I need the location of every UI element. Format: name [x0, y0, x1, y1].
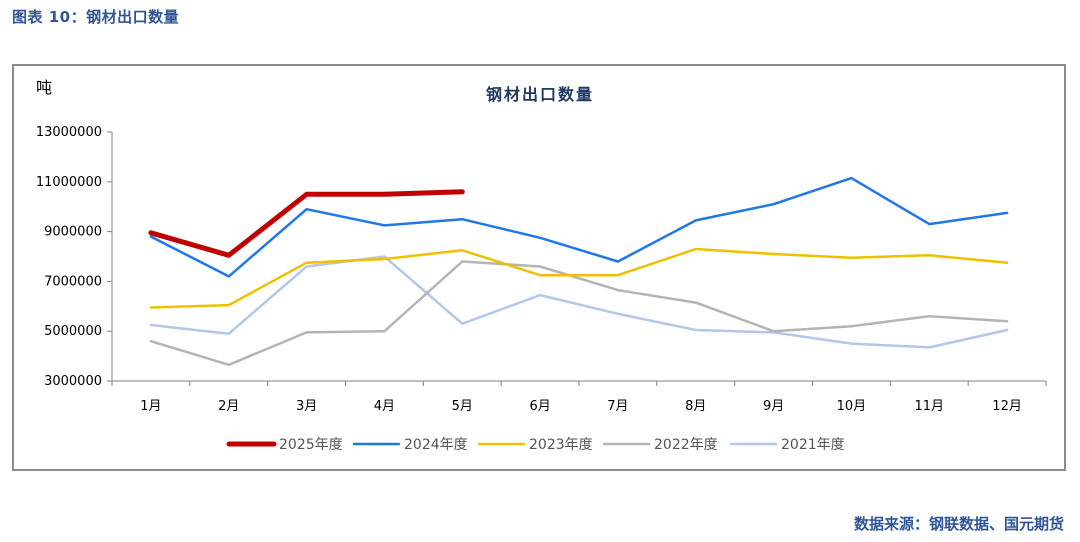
y-axis-unit: 吨: [36, 78, 52, 97]
y-tick-label: 3000000: [44, 374, 102, 389]
x-tick-label: 4月: [374, 399, 395, 414]
legend-label: 2023年度: [529, 437, 593, 453]
legend-label: 2021年度: [781, 437, 845, 453]
x-tick-label: 11月: [914, 399, 944, 414]
series-line-2021年度: [149, 255, 1009, 349]
y-tick-label: 7000000: [44, 274, 102, 289]
x-tick-label: 8月: [685, 399, 706, 414]
y-tick-label: 5000000: [44, 324, 102, 339]
x-tick-label: 3月: [296, 399, 317, 414]
legend: 2025年度 2024年度 2023年度 2022年度 2021年度: [226, 437, 845, 453]
series-line-2025年度: [148, 189, 465, 258]
figure-title: 图表 10：钢材出口数量: [12, 8, 180, 26]
legend-label: 2022年度: [654, 437, 718, 453]
chart-frame: 吨 钢材出口数量 3000000 5000000 7000000 9000000 110…: [12, 64, 1066, 471]
x-tick-label: 2月: [218, 399, 239, 414]
x-tick-label: 12月: [992, 399, 1022, 414]
axes: 3000000 5000000 7000000 9000000 11000000 1300…: [36, 125, 1047, 414]
series-layer: [148, 176, 1009, 367]
data-source: 数据来源：钢联数据、国元期货: [853, 515, 1064, 533]
legend-label: 2025年度: [279, 437, 343, 453]
x-tick-label: 5月: [452, 399, 473, 414]
chart-title: 钢材出口数量: [486, 85, 594, 104]
x-tick-label: 10月: [837, 399, 867, 414]
line-chart: 吨 钢材出口数量 3000000 5000000 7000000 9000000 110…: [36, 78, 1047, 453]
y-tick-label: 11000000: [36, 175, 102, 190]
x-tick-label: 9月: [763, 399, 784, 414]
y-tick-label: 9000000: [44, 225, 102, 240]
y-tick-label: 13000000: [36, 125, 102, 140]
series-line-2022年度: [149, 260, 1009, 367]
x-tick-label: 1月: [140, 399, 161, 414]
x-tick-label: 7月: [607, 399, 628, 414]
x-tick-label: 6月: [529, 399, 550, 414]
series-line-2024年度: [149, 176, 1009, 278]
legend-label: 2024年度: [404, 437, 468, 453]
series-line-2023年度: [149, 247, 1009, 309]
